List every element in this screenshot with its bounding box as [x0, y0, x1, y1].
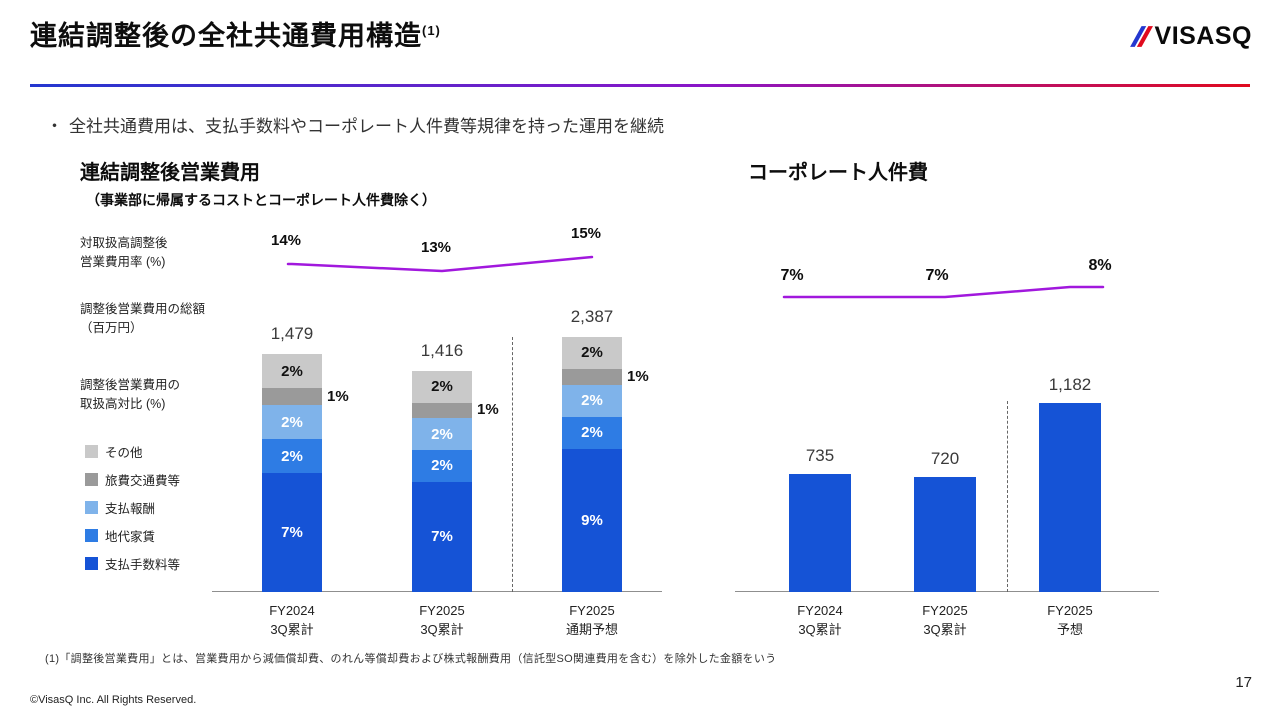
legend-item: 支払報酬 [85, 498, 180, 517]
segment-value-label: 1% [627, 367, 649, 385]
segment-value-label: 2% [431, 425, 453, 443]
line-value-label: 7% [780, 267, 804, 284]
bar-segment: 2% [262, 405, 322, 439]
left-chart-subtitle: （事業部に帰属するコストとコーポレート人件費除く） [86, 192, 436, 208]
bar-total-label: 1,479 [270, 324, 314, 343]
bar-segment: 2% [412, 449, 472, 482]
bar-segment: 2% [562, 337, 622, 369]
bar-segment: 7% [262, 473, 322, 592]
segment-value-label: 7% [431, 528, 453, 546]
legend-label: 地代家賃 [105, 530, 156, 544]
legend-label: その他 [105, 446, 143, 460]
legend-swatch [85, 501, 98, 514]
bar-total-label: 2,387 [570, 307, 614, 326]
segment-value-label: 9% [581, 511, 603, 529]
page-title-text: 連結調整後の全社共通費用構造 [30, 21, 422, 51]
legend-item: その他 [85, 442, 180, 461]
segment-value-label: 2% [431, 457, 453, 475]
legend-item: 旅費交通費等 [85, 470, 180, 489]
page-title: 連結調整後の全社共通費用構造(1) [30, 14, 441, 53]
category-label: FY2024 3Q累計 [269, 603, 315, 637]
bar [1039, 402, 1101, 592]
bar-segment: 2% [562, 384, 622, 417]
title-footnote-ref: (1) [422, 23, 441, 38]
left-chart-plot: 7% 2% 2% 2% 1% 1,479 FY2024 3Q累計 7% 2% 2% 2% 1% 1,41… [210, 215, 670, 637]
legend-label: 旅費交通費等 [105, 474, 181, 488]
bar-segment: 9% [562, 448, 622, 592]
category-label: FY2024 3Q累計 [797, 603, 843, 637]
visasq-logo: VISASQ [1128, 22, 1252, 51]
bar-segment [562, 368, 622, 385]
segment-value-label: 1% [327, 387, 349, 405]
page-number: 17 [1235, 674, 1252, 691]
line-value-label: 15% [570, 225, 602, 242]
legend-label: 支払手数料等 [105, 558, 181, 572]
segment-value-label: 2% [581, 424, 603, 442]
stacked-bar: 7% 2% 2% 2% [262, 354, 322, 592]
segment-value-label: 2% [281, 413, 303, 431]
bar-segment: 2% [412, 371, 472, 403]
footnote: (1)「調整後営業費用」とは、営業費用から減価償却費、のれん等償却費および株式報… [45, 653, 777, 665]
legend-item: 地代家賃 [85, 526, 180, 545]
line-value-label: 14% [270, 232, 302, 249]
bar-total-label: 1,416 [420, 341, 464, 360]
right-chart-plot: 735 FY2024 3Q累計 720 FY2025 3Q累計 1,182 FY2025 … [735, 215, 1165, 637]
bar-value-label: 1,182 [1048, 374, 1092, 394]
left-totals-label: 調整後営業費用の総額 （百万円） [80, 302, 206, 335]
segment-value-label: 1% [477, 401, 499, 419]
bar-segment: 7% [412, 481, 472, 592]
bar-segment: 2% [262, 354, 322, 388]
line-value-label: 7% [925, 267, 949, 284]
bar-segment: 2% [562, 416, 622, 449]
forecast-separator [512, 337, 513, 592]
segment-value-label: 2% [581, 392, 603, 410]
bar-segment [262, 388, 322, 405]
bullet-point: ・ 全社共通費用は、支払手数料やコーポレート人件費等規律を持った運用を継続 [46, 112, 664, 137]
bullet-text: 全社共通費用は、支払手数料やコーポレート人件費等規律を持った運用を継続 [69, 117, 664, 136]
bullet-marker: ・ [46, 117, 63, 136]
segment-value-label: 2% [281, 447, 303, 465]
legend-swatch [85, 529, 98, 542]
legend: その他旅費交通費等 支払報酬地代家賃支払手数料等 [85, 442, 180, 573]
right-chart-title: コーポレート人件費 [748, 162, 928, 184]
legend-item: 支払手数料等 [85, 554, 180, 573]
line-value-label: 8% [1088, 257, 1112, 274]
segment-value-label: 2% [581, 344, 603, 362]
bar [914, 476, 976, 592]
bar-value-label: 735 [805, 446, 835, 466]
bar-value-label: 720 [930, 448, 960, 468]
bar-segment: 2% [262, 439, 322, 473]
left-chart-title: 連結調整後営業費用 [80, 162, 260, 184]
left-stack-unit-label: 調整後営業費用の 取扱高対比 (%) [80, 378, 181, 411]
legend-swatch [85, 557, 98, 570]
stacked-bar: 9% 2% 2% 2% [562, 337, 622, 592]
category-label: FY2025 3Q累計 [419, 603, 465, 637]
segment-value-label: 2% [431, 378, 453, 396]
category-label: FY2025 予想 [1047, 603, 1093, 637]
copyright: ©VisasQ Inc. All Rights Reserved. [30, 694, 197, 706]
bar-segment: 2% [412, 418, 472, 450]
forecast-separator [1007, 401, 1008, 592]
left-line-series-label: 対取扱高調整後 営業費用率 (%) [80, 236, 168, 269]
bar-segment [412, 402, 472, 419]
title-divider [30, 84, 1250, 87]
logo-text: VISASQ [1154, 22, 1252, 50]
header: 連結調整後の全社共通費用構造(1) VISASQ [30, 14, 1252, 53]
segment-value-label: 2% [281, 362, 303, 380]
category-label: FY2025 3Q累計 [922, 603, 968, 637]
stacked-bar: 7% 2% 2% 2% [412, 371, 472, 592]
segment-value-label: 7% [281, 524, 303, 541]
bar [789, 474, 851, 592]
category-label: FY2025 通期予想 [565, 603, 618, 637]
logo-slash-icon [1129, 26, 1153, 47]
legend-label: 支払報酬 [105, 502, 156, 516]
legend-swatch [85, 473, 98, 486]
legend-swatch [85, 445, 98, 458]
line-value-label: 13% [420, 239, 452, 256]
